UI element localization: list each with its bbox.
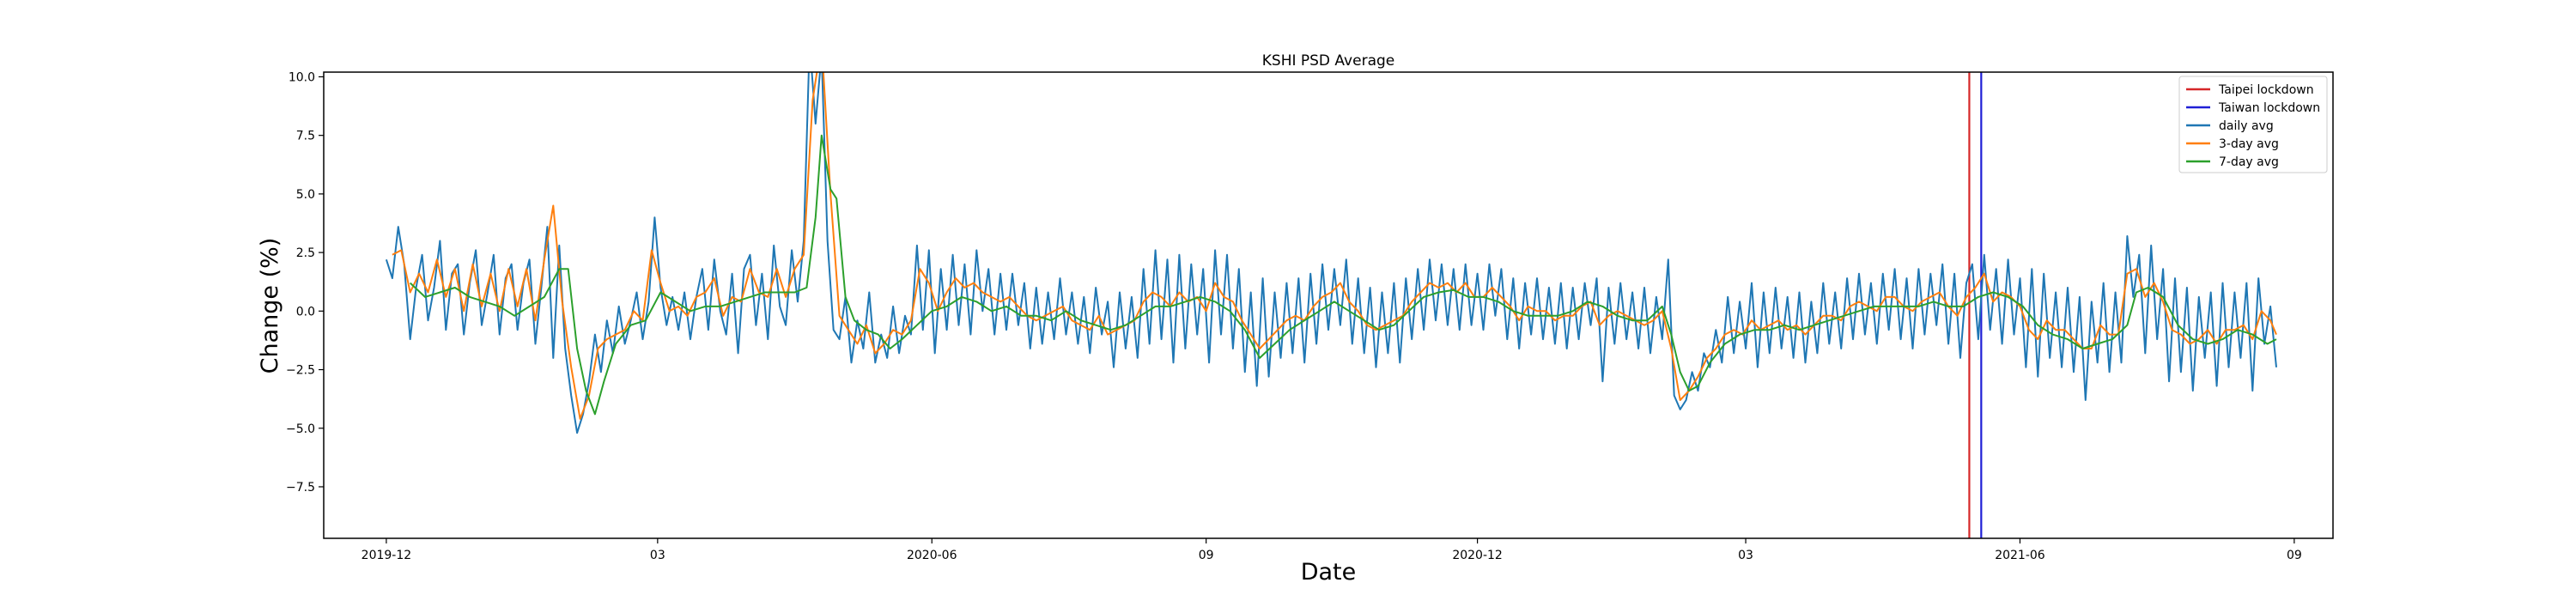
- x-axis: 2019-12 03 2020-06 09 2020-12 03 2021-06 09: [361, 538, 2302, 562]
- y-tick-label: 2.5: [296, 246, 315, 260]
- x-tick-label: 03: [1738, 549, 1753, 562]
- legend-box: [2178, 76, 2328, 173]
- y-axis-title: Change (%): [257, 238, 283, 374]
- legend-label: 7-day avg: [2219, 155, 2279, 169]
- x-tick-label: 2021-06: [1995, 549, 2045, 562]
- x-tick-label: 2019-12: [361, 549, 412, 562]
- x-tick-label: 03: [650, 549, 665, 562]
- legend-label: Taiwan lockdown: [2218, 101, 2320, 115]
- x-tick-label: 09: [2287, 549, 2302, 562]
- y-tick-label: 0.0: [296, 305, 315, 319]
- y-tick-label: 10.0: [289, 70, 315, 84]
- x-tick-label: 2020-12: [1452, 549, 1503, 562]
- legend-label: Taipei lockdown: [2218, 83, 2314, 97]
- series-lines: [385, 72, 2277, 434]
- x-tick-label: 09: [1199, 549, 1214, 562]
- y-tick-label: 5.0: [296, 188, 315, 202]
- x-tick-label: 2020-06: [907, 549, 957, 562]
- series-line-3-day-avg: [392, 72, 2277, 420]
- legend: Taipei lockdown Taiwan lockdown daily avg 3…: [2178, 76, 2328, 173]
- series-line-7-day-avg: [410, 134, 2277, 416]
- y-tick-label: 7.5: [296, 130, 315, 143]
- plot-frame: [323, 71, 2334, 539]
- y-tick-label: −2.5: [286, 364, 315, 378]
- chart-title: KSHI PSD Average: [1262, 52, 1395, 70]
- series-line-daily-avg: [385, 72, 2277, 434]
- x-axis-title: Date: [1301, 559, 1357, 586]
- y-tick-label: −7.5: [286, 481, 315, 495]
- y-axis: 10.0 7.5 5.0 2.5 0.0 −2.5 −5.0 −7.5: [286, 70, 324, 495]
- legend-label: 3-day avg: [2219, 137, 2279, 151]
- y-tick-label: −5.0: [286, 422, 315, 436]
- legend-label: daily avg: [2219, 119, 2274, 133]
